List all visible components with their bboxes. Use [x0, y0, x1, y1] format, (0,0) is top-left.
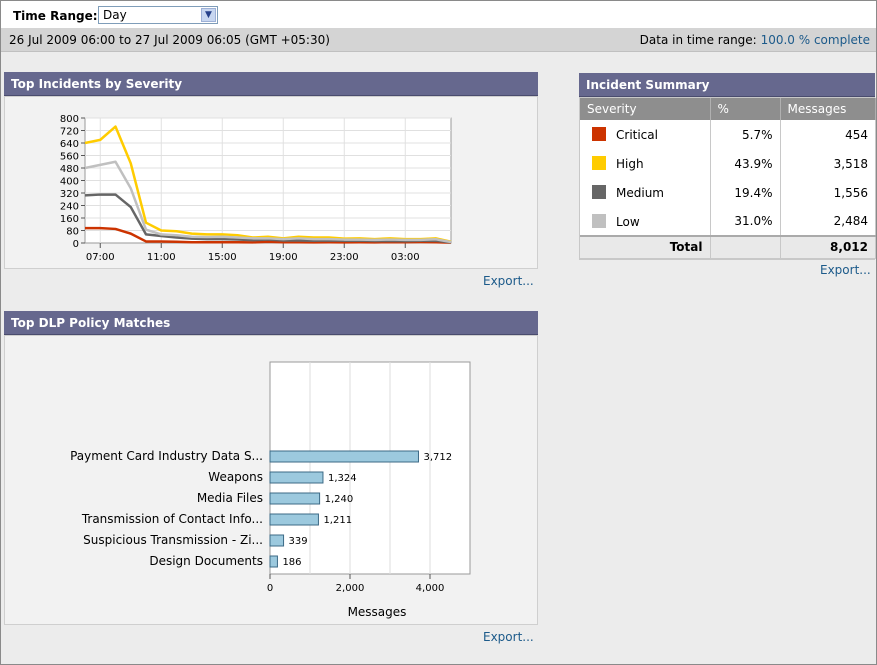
severity-cell: Critical	[580, 120, 711, 149]
percent-cell: 31.0%	[710, 207, 781, 236]
time-range-select[interactable]: Day ▼	[98, 6, 218, 24]
x-tick-label: 0	[267, 583, 273, 594]
data-completeness: Data in time range: 100.0 % complete	[640, 33, 870, 47]
total-messages: 8,012	[780, 235, 876, 259]
time-range-period: 26 Jul 2009 06:00 to 27 Jul 2009 06:05 (…	[9, 33, 330, 47]
bar	[269, 471, 324, 484]
x-tick-label: 11:00	[147, 252, 176, 263]
category-label: Design Documents	[149, 554, 263, 568]
column-header-severity[interactable]: Severity	[580, 98, 711, 120]
category-label: Suspicious Transmission - Zi...	[83, 533, 263, 547]
x-tick-label: 23:00	[330, 252, 359, 263]
table-row: High 43.9% 3,518	[580, 149, 876, 178]
time-range-label: Time Range:	[13, 9, 98, 23]
messages-cell: 3,518	[780, 149, 876, 178]
x-tick-label: 15:00	[208, 252, 237, 263]
critical-swatch-icon	[592, 127, 606, 141]
bar-value-label: 339	[289, 536, 308, 547]
category-label: Transmission of Contact Info...	[81, 512, 263, 526]
percent-cell: 43.9%	[710, 149, 781, 178]
bar	[269, 555, 278, 568]
table-row: Low 31.0% 2,484	[580, 207, 876, 236]
x-tick-label: 07:00	[86, 252, 115, 263]
dlp-panel-header: Top DLP Policy Matches	[4, 311, 538, 335]
incidents-export-link[interactable]: Export...	[483, 274, 534, 288]
table-row: Medium 19.4% 1,556	[580, 178, 876, 207]
plot-area	[269, 361, 471, 575]
y-tick-label: 0	[73, 239, 79, 250]
y-tick-label: 480	[60, 164, 79, 175]
summary-panel-header: Incident Summary	[579, 73, 875, 97]
severity-cell: Low	[580, 207, 711, 236]
y-tick-label: 400	[60, 177, 79, 188]
percent-cell: 19.4%	[710, 178, 781, 207]
dlp-panel-title: Top DLP Policy Matches	[11, 316, 171, 330]
incident-summary-table: Severity % Messages Critical 5.7% 454 Hi…	[580, 98, 876, 259]
category-label: Weapons	[208, 470, 263, 484]
incidents-panel: 0 80 160 240 320 400 480 560 640 720 800 07:00 11:00…	[4, 96, 538, 269]
y-tick-label: 640	[60, 139, 79, 150]
y-tick-label: 80	[66, 227, 79, 238]
high-swatch-icon	[592, 156, 606, 170]
bar	[269, 492, 321, 505]
x-tick-label: 4,000	[416, 583, 445, 594]
y-tick-label: 320	[60, 189, 79, 200]
time-range-bar: 26 Jul 2009 06:00 to 27 Jul 2009 06:05 (…	[1, 28, 876, 52]
column-header-percent[interactable]: %	[710, 98, 781, 120]
bar-value-label: 1,324	[328, 473, 357, 484]
total-percent	[710, 235, 781, 259]
series-line-low	[84, 160, 452, 244]
messages-cell: 1,556	[780, 178, 876, 207]
incidents-panel-title: Top Incidents by Severity	[11, 77, 183, 91]
messages-cell: 454	[780, 120, 876, 149]
table-header-row: Severity % Messages	[580, 98, 876, 120]
table-row: Critical 5.7% 454	[580, 120, 876, 149]
summary-panel-title: Incident Summary	[586, 78, 710, 92]
data-completeness-label: Data in time range:	[639, 33, 757, 47]
data-completeness-link[interactable]: 100.0 % complete	[760, 33, 870, 47]
top-bar: Time Range: Day ▼	[1, 1, 876, 28]
bar-value-label: 1,240	[325, 494, 354, 505]
severity-label: High	[616, 157, 644, 171]
dlp-export-link[interactable]: Export...	[483, 630, 534, 644]
dlp-bar-chart: 0 2,000 4,000 Messages 3,712 Payment Card Ind…	[70, 361, 471, 619]
bar-value-label: 1,211	[323, 515, 352, 526]
low-swatch-icon	[592, 213, 606, 228]
y-tick-label: 160	[60, 214, 79, 225]
bar	[269, 534, 285, 547]
total-label: Total	[580, 235, 711, 259]
total-row: Total 8,012	[580, 235, 876, 259]
severity-cell: Medium	[580, 178, 711, 207]
y-tick-label: 240	[60, 202, 79, 213]
percent-cell: 5.7%	[710, 120, 781, 149]
bar	[269, 450, 419, 463]
medium-swatch-icon	[592, 185, 606, 199]
column-header-messages[interactable]: Messages	[780, 98, 876, 120]
category-label: Media Files	[197, 491, 263, 505]
y-tick-label: 800	[60, 114, 79, 125]
severity-cell: High	[580, 149, 711, 178]
summary-export-link[interactable]: Export...	[820, 263, 871, 277]
bar-value-label: 186	[282, 557, 301, 568]
x-axis-label: Messages	[348, 605, 407, 619]
bar	[269, 513, 319, 526]
x-tick-label: 2,000	[336, 583, 365, 594]
y-tick-label: 560	[60, 152, 79, 163]
chevron-down-icon[interactable]: ▼	[201, 8, 216, 22]
severity-label: Medium	[616, 186, 664, 200]
severity-label: Critical	[616, 128, 658, 142]
dlp-panel: 0 2,000 4,000 Messages 3,712 Payment Card Ind…	[4, 335, 538, 625]
time-range-value: Day	[103, 8, 127, 22]
severity-label: Low	[616, 214, 640, 229]
x-tick-label: 03:00	[391, 252, 420, 263]
bar-value-label: 3,712	[423, 452, 452, 463]
incidents-panel-header: Top Incidents by Severity	[4, 72, 538, 96]
incident-summary-table-wrap: Severity % Messages Critical 5.7% 454 Hi…	[579, 97, 876, 260]
y-tick-label: 720	[60, 127, 79, 138]
messages-cell: 2,484	[780, 207, 876, 236]
category-label: Payment Card Industry Data S...	[70, 449, 263, 463]
x-tick-label: 19:00	[269, 252, 298, 263]
